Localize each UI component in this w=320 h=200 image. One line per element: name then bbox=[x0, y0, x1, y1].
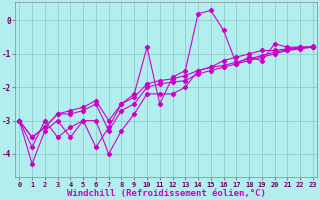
X-axis label: Windchill (Refroidissement éolien,°C): Windchill (Refroidissement éolien,°C) bbox=[67, 189, 266, 198]
